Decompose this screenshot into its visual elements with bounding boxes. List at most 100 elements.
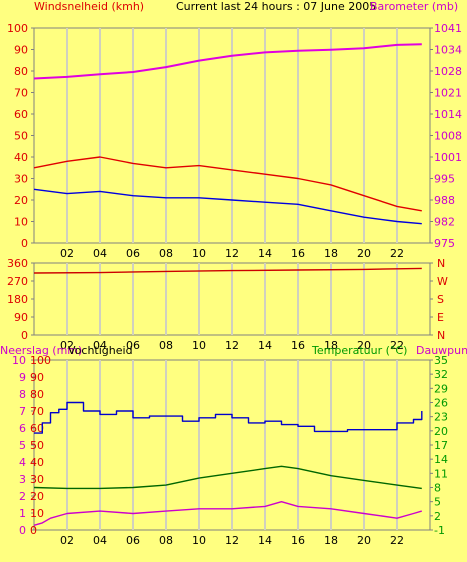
x-tick-label: 06 <box>126 247 140 260</box>
y-right-tick-label: 1041 <box>434 22 462 35</box>
y-right-tick-label: N <box>437 329 445 342</box>
y-right-tick-label: W <box>437 275 448 288</box>
series-line-1 <box>33 267 422 274</box>
x-tick-label: 10 <box>192 339 206 352</box>
series-line-2 <box>33 188 422 225</box>
y-right-tick-label: 20 <box>434 425 448 438</box>
x-tick-label: 04 <box>93 247 107 260</box>
chart-panels: 02 04 06 08 10 12 14 16 18 20 22010203040506070809… <box>0 22 467 547</box>
y-left-tick-label: 1 <box>19 507 26 520</box>
panel-1: 02 04 06 08 10 12 14 16 18 20 22 0 10 20 30 40 50 60 70 80 9… <box>7 22 462 260</box>
x-tick-label: 10 <box>192 534 206 547</box>
y-left2-axis-title: Vochtigheid <box>68 344 133 357</box>
x-tick-label: 12 <box>225 339 239 352</box>
y-right-tick-label: S <box>437 293 444 306</box>
y-right-tick-label: 1028 <box>434 65 462 78</box>
y-left2-tick-label: 40 <box>30 456 44 469</box>
series-line-3 <box>33 43 422 80</box>
y-left2-tick-label: 60 <box>30 422 44 435</box>
x-tick-label: 20 <box>357 339 371 352</box>
y-left-tick-label: 40 <box>14 151 28 164</box>
y-left2-tick-label: 0 <box>30 524 37 537</box>
y-left-tick-label: 10 <box>14 216 28 229</box>
y-right-axis-title: Temperatuur (°C) <box>311 344 407 357</box>
series-line-2 <box>33 465 422 490</box>
series-line-3 <box>33 501 422 526</box>
x-tick-label: 18 <box>324 247 338 260</box>
y-left-tick-label: 4 <box>19 456 26 469</box>
y-left-tick-label: 0 <box>21 237 28 250</box>
x-tick-label: 12 <box>225 247 239 260</box>
y-left-tick-label: 0 <box>21 329 28 342</box>
y-left2-tick-label: 10 <box>30 507 44 520</box>
y-left-tick-label: 20 <box>14 194 28 207</box>
y-left-tick-label: 0 <box>19 524 26 537</box>
y-right-tick-label: 8 <box>434 482 441 495</box>
y-left-tick-label: 10 <box>12 354 26 367</box>
y-right-tick-label: 995 <box>434 173 455 186</box>
x-tick-label: 12 <box>225 534 239 547</box>
x-tick-label: 14 <box>258 339 272 352</box>
y-right-tick-label: 14 <box>434 453 448 466</box>
y-left-tick-label: 180 <box>7 293 28 306</box>
y-left-tick-label: 90 <box>14 311 28 324</box>
x-tick-label: 02 <box>60 247 74 260</box>
y-left-tick-label: 7 <box>19 405 26 418</box>
x-tick-label: 04 <box>93 534 107 547</box>
y-right-tick-label: 26 <box>434 397 448 410</box>
y-left-tick-label: 60 <box>14 108 28 121</box>
y-right-tick-label: 2 <box>434 510 441 523</box>
series-line-1 <box>34 401 423 434</box>
x-tick-label: 16 <box>291 339 305 352</box>
x-tick-label: 10 <box>192 247 206 260</box>
x-tick-label: 02 <box>60 339 74 352</box>
y-left-axis-title: Neerslag (mm) <box>0 344 82 357</box>
y-left-tick-label: 270 <box>7 275 28 288</box>
y-right-tick-label: 1001 <box>434 151 462 164</box>
y-right-tick-label: 32 <box>434 368 448 381</box>
y-left-tick-label: 100 <box>7 22 28 35</box>
y-right-tick-label: 1021 <box>434 87 462 100</box>
x-tick-label: 16 <box>291 534 305 547</box>
y-right-tick-label: 982 <box>434 216 455 229</box>
y-right-tick-label: 988 <box>434 194 455 207</box>
y-right-tick-label: 1008 <box>434 130 462 143</box>
x-tick-label: 16 <box>291 247 305 260</box>
y-right-tick-label: 975 <box>434 237 455 250</box>
x-tick-label: 04 <box>93 339 107 352</box>
y-right-tick-label: E <box>437 311 444 324</box>
x-tick-label: 20 <box>357 534 371 547</box>
x-tick-label: 18 <box>324 339 338 352</box>
x-tick-label: 06 <box>126 534 140 547</box>
y-right-tick-label: 29 <box>434 382 448 395</box>
y-left2-tick-label: 70 <box>30 405 44 418</box>
x-tick-label: 08 <box>159 247 173 260</box>
x-tick-label: 14 <box>258 247 272 260</box>
series-line-1 <box>33 156 422 212</box>
x-tick-label: 14 <box>258 534 272 547</box>
y-left-tick-label: 30 <box>14 173 28 186</box>
y-right-tick-label: 35 <box>434 354 448 367</box>
y-left2-tick-label: 90 <box>30 371 44 384</box>
y-left2-tick-label: 20 <box>30 490 44 503</box>
x-tick-label: 08 <box>159 339 173 352</box>
x-tick-label: 18 <box>324 534 338 547</box>
y-left-tick-label: 360 <box>7 257 28 270</box>
y-right-tick-label: 1014 <box>434 108 462 121</box>
x-tick-label: 02 <box>60 534 74 547</box>
x-tick-label: 22 <box>390 534 404 547</box>
x-tick-label: 08 <box>159 534 173 547</box>
y-left-tick-label: 8 <box>19 388 26 401</box>
y-left-tick-label: 50 <box>14 130 28 143</box>
header-left-title: Windsnelheid (kmh) <box>34 0 144 13</box>
y-left-tick-label: 80 <box>14 65 28 78</box>
x-tick-label: 06 <box>126 339 140 352</box>
y-right-tick-label: 23 <box>434 411 448 424</box>
y-left-tick-label: 3 <box>19 473 26 486</box>
y-left-tick-label: 90 <box>14 44 28 57</box>
y-right2-axis-title: Dauwpunt <box>416 344 467 357</box>
y-right-tick-label: N <box>437 257 445 270</box>
